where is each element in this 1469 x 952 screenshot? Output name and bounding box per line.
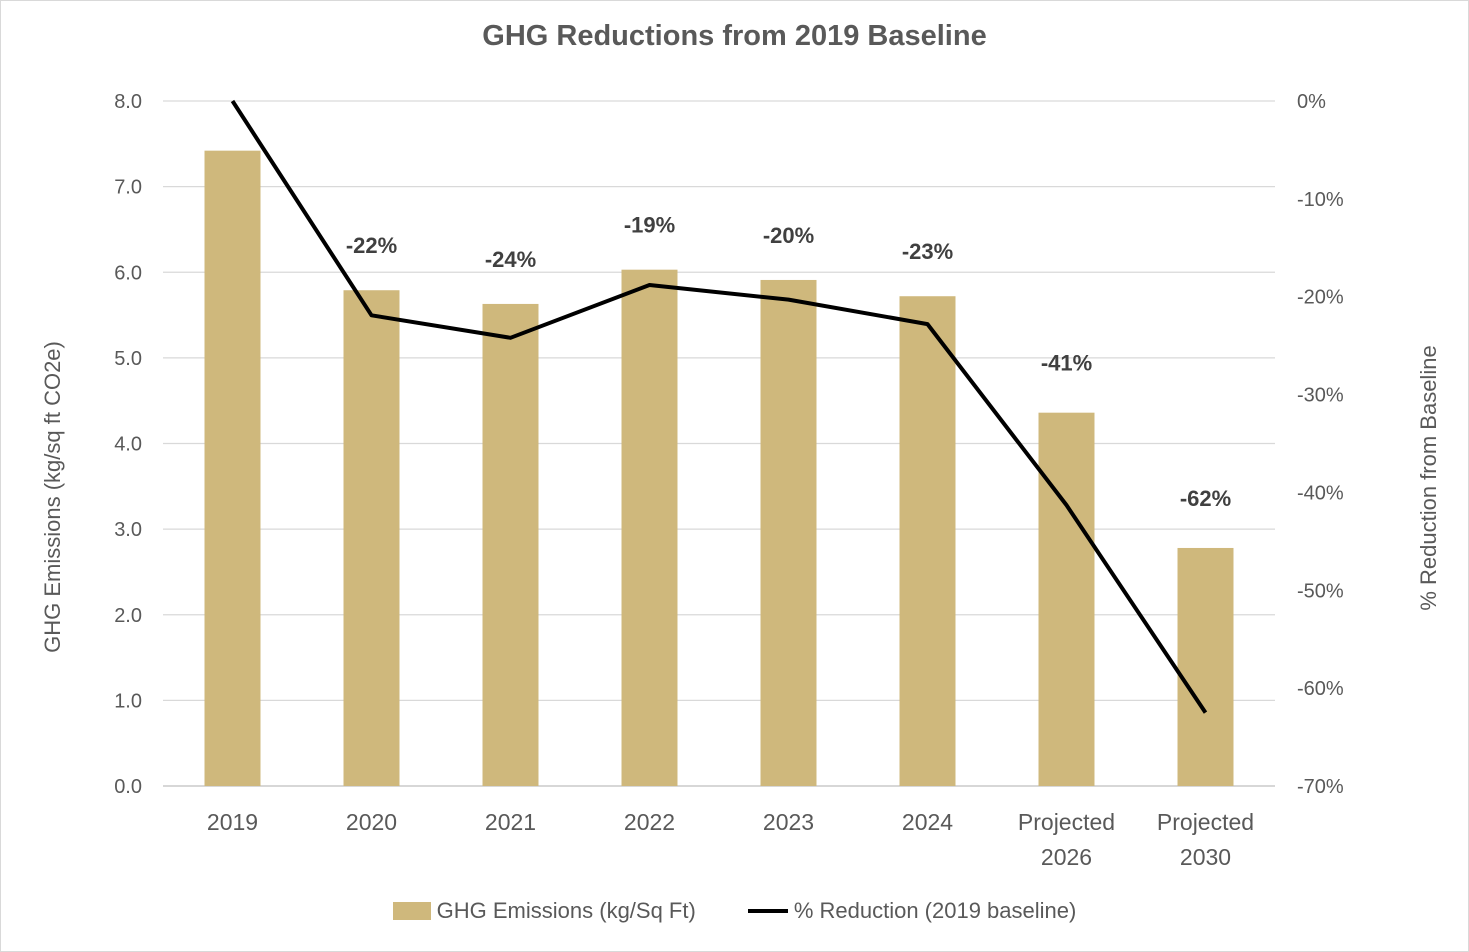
bar xyxy=(760,279,817,786)
y2-tick-label: -60% xyxy=(1297,678,1344,700)
legend-label-reduction: % Reduction (2019 baseline) xyxy=(793,898,1077,923)
data-label: -19% xyxy=(624,213,675,238)
y2-axis-title: % Reduction from Baseline xyxy=(1416,345,1441,610)
y2-tick-label: -20% xyxy=(1297,287,1344,309)
y-tick-label: 1.0 xyxy=(114,690,142,712)
legend-swatch-line xyxy=(747,909,788,913)
data-label: -20% xyxy=(763,223,814,248)
legend: GHG Emissions (kg/Sq Ft) % Reduction (20… xyxy=(0,898,1469,924)
data-label: -23% xyxy=(902,239,953,264)
y2-tick-label: -70% xyxy=(1297,776,1344,798)
bar xyxy=(621,269,678,786)
x-tick-label: Projected xyxy=(1018,809,1115,835)
chart-title: GHG Reductions from 2019 Baseline xyxy=(482,20,987,52)
legend-label-emissions: GHG Emissions (kg/Sq Ft) xyxy=(436,898,696,923)
x-tick-label: 2026 xyxy=(1041,844,1092,870)
bar xyxy=(204,150,261,787)
y2-tick-label: -30% xyxy=(1297,385,1344,407)
y-tick-label: 3.0 xyxy=(114,519,142,541)
bar xyxy=(482,303,539,786)
x-tick-label: 2022 xyxy=(624,809,675,835)
y-tick-label: 2.0 xyxy=(114,605,142,627)
y2-tick-label: -10% xyxy=(1297,189,1344,211)
x-tick-label: 2024 xyxy=(902,809,953,835)
y-tick-label: 7.0 xyxy=(114,177,142,199)
data-label: -22% xyxy=(346,233,397,258)
bar xyxy=(899,296,956,786)
x-tick-label: 2021 xyxy=(485,809,536,835)
y-tick-label: 8.0 xyxy=(114,91,142,113)
legend-item-emissions: GHG Emissions (kg/Sq Ft) xyxy=(392,898,696,924)
x-tick-label: 2020 xyxy=(346,809,397,835)
x-tick-label: 2019 xyxy=(207,809,258,835)
reduction-line xyxy=(230,99,1208,714)
y-tick-label: 6.0 xyxy=(114,262,142,284)
bar xyxy=(343,290,400,786)
bar xyxy=(1038,412,1095,786)
y-tick-label: 5.0 xyxy=(114,348,142,370)
x-tick-label: 2023 xyxy=(763,809,814,835)
y-tick-label: 4.0 xyxy=(114,434,142,456)
y-axis-title: GHG Emissions (kg/sq ft CO2e) xyxy=(40,341,65,653)
x-tick-label: Projected xyxy=(1157,809,1254,835)
bar xyxy=(1177,547,1234,786)
data-label: -62% xyxy=(1180,486,1231,511)
y-tick-label: 0.0 xyxy=(114,776,142,798)
y2-tick-label: 0% xyxy=(1297,91,1326,113)
data-label: -24% xyxy=(485,247,536,272)
legend-item-reduction: % Reduction (2019 baseline) xyxy=(747,898,1077,924)
y2-tick-label: -50% xyxy=(1297,580,1344,602)
x-tick-label: 2030 xyxy=(1180,844,1231,870)
legend-swatch-bar xyxy=(392,902,431,920)
data-label: -41% xyxy=(1041,351,1092,376)
y2-tick-label: -40% xyxy=(1297,482,1344,504)
